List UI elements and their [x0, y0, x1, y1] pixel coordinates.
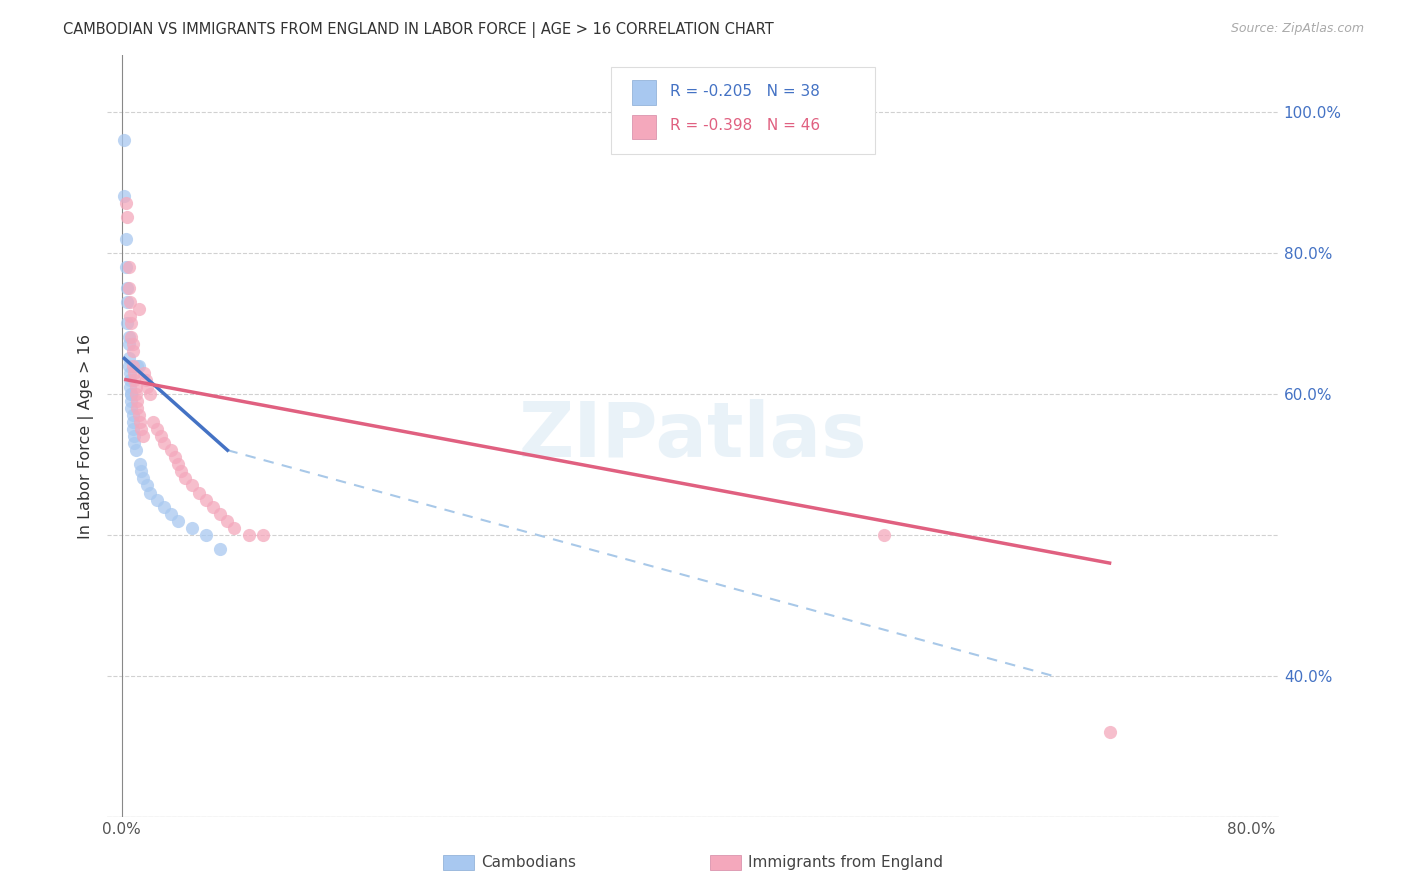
Point: [174, 471, 197, 485]
Point: [202, 500, 225, 514]
Point: [115, 281, 138, 295]
Text: Source: ZipAtlas.com: Source: ZipAtlas.com: [1230, 22, 1364, 36]
Point: [146, 422, 169, 436]
Point: [124, 373, 146, 387]
Point: [195, 528, 218, 542]
Point: [181, 478, 204, 492]
Point: [117, 281, 139, 295]
Point: [167, 458, 190, 472]
Point: [114, 231, 136, 245]
Point: [224, 521, 246, 535]
Point: [117, 337, 139, 351]
Point: [150, 429, 173, 443]
Point: [124, 436, 146, 450]
Point: [129, 458, 152, 472]
Point: [117, 351, 139, 366]
Point: [136, 380, 159, 394]
Point: [120, 386, 142, 401]
Text: R = -0.205   N = 38: R = -0.205 N = 38: [669, 84, 820, 99]
Point: [134, 366, 156, 380]
Point: [125, 443, 148, 458]
Point: [153, 500, 176, 514]
Point: [209, 507, 232, 521]
Point: [873, 528, 896, 542]
Point: [112, 189, 135, 203]
Point: [127, 393, 149, 408]
Point: [153, 436, 176, 450]
Point: [188, 485, 211, 500]
Point: [114, 196, 136, 211]
Point: [120, 316, 142, 330]
Y-axis label: In Labor Force | Age > 16: In Labor Force | Age > 16: [79, 334, 94, 539]
Point: [115, 316, 138, 330]
Point: [112, 133, 135, 147]
Point: [118, 373, 141, 387]
Point: [139, 485, 162, 500]
Point: [1098, 725, 1121, 739]
Point: [135, 373, 157, 387]
Text: Immigrants from England: Immigrants from England: [748, 855, 943, 870]
Point: [120, 393, 142, 408]
Point: [195, 492, 218, 507]
Point: [128, 302, 150, 317]
Point: [136, 478, 159, 492]
Point: [127, 359, 149, 373]
Point: [118, 366, 141, 380]
Point: [128, 359, 150, 373]
Text: CAMBODIAN VS IMMIGRANTS FROM ENGLAND IN LABOR FORCE | AGE > 16 CORRELATION CHART: CAMBODIAN VS IMMIGRANTS FROM ENGLAND IN …: [63, 22, 775, 38]
Point: [118, 380, 141, 394]
Point: [165, 450, 187, 465]
Point: [117, 330, 139, 344]
Point: [167, 514, 190, 528]
Point: [181, 521, 204, 535]
Point: [122, 422, 145, 436]
Point: [114, 260, 136, 274]
Point: [217, 514, 239, 528]
Point: [139, 386, 162, 401]
Point: [118, 295, 141, 310]
Text: ZIPatlas: ZIPatlas: [519, 399, 868, 473]
Point: [132, 429, 155, 443]
Point: [160, 443, 183, 458]
Point: [132, 471, 155, 485]
Point: [120, 386, 142, 401]
Point: [122, 344, 145, 359]
Point: [127, 401, 149, 415]
Point: [120, 330, 142, 344]
Point: [142, 415, 165, 429]
Point: [170, 464, 193, 478]
Point: [125, 380, 148, 394]
Point: [131, 464, 153, 478]
Point: [131, 422, 153, 436]
Point: [146, 492, 169, 507]
Point: [117, 260, 139, 274]
FancyBboxPatch shape: [633, 80, 655, 104]
Point: [122, 337, 145, 351]
Text: Cambodians: Cambodians: [481, 855, 576, 870]
Point: [128, 408, 150, 422]
Point: [115, 211, 138, 225]
Point: [124, 366, 146, 380]
FancyBboxPatch shape: [612, 67, 875, 154]
Point: [122, 359, 145, 373]
FancyBboxPatch shape: [633, 114, 655, 139]
Point: [252, 528, 274, 542]
Point: [117, 359, 139, 373]
Point: [122, 415, 145, 429]
Point: [124, 429, 146, 443]
Point: [115, 295, 138, 310]
Point: [129, 415, 152, 429]
Text: R = -0.398   N = 46: R = -0.398 N = 46: [669, 119, 820, 134]
Point: [125, 386, 148, 401]
Point: [120, 401, 142, 415]
Point: [118, 309, 141, 323]
Point: [160, 507, 183, 521]
Point: [122, 408, 145, 422]
Point: [238, 528, 260, 542]
Point: [209, 541, 232, 556]
